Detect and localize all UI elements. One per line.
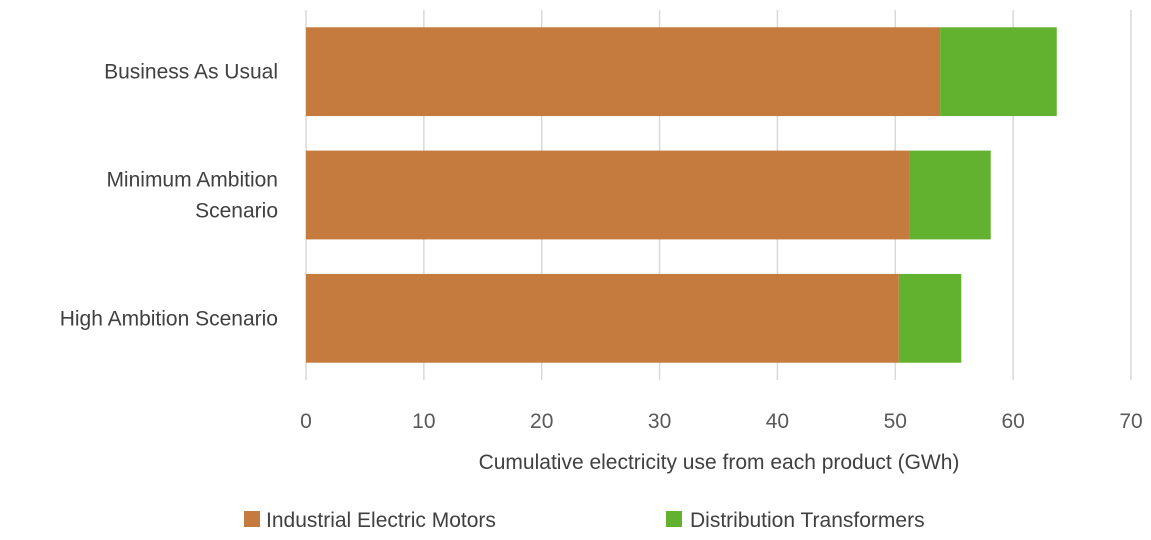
- category-label: Business As Usual: [104, 61, 278, 84]
- x-tick-labels: 0 10 20 30 40 50 60 70: [300, 410, 1143, 433]
- category-label: Minimum Ambition: [106, 169, 278, 192]
- x-tick-label: 30: [648, 410, 671, 433]
- x-tick-label: 20: [530, 410, 553, 433]
- x-tick-label: 50: [884, 410, 907, 433]
- bars: [306, 27, 1057, 363]
- bar-segment-motors: [306, 150, 910, 240]
- bar-segment-motors: [306, 27, 941, 117]
- legend-label: Industrial Electric Motors: [266, 509, 496, 532]
- x-tick-label: 10: [412, 410, 435, 433]
- bar-segment-transformers: [940, 27, 1057, 117]
- x-axis-title: Cumulative electricity use from each pro…: [479, 451, 960, 474]
- x-tick-label: 40: [766, 410, 789, 433]
- legend-label: Distribution Transformers: [690, 509, 925, 532]
- legend-swatch: [666, 511, 682, 527]
- x-tick-label: 0: [300, 410, 312, 433]
- category-labels: Business As Usual Minimum Ambition Scenari…: [60, 61, 278, 331]
- x-tick-label: 70: [1119, 410, 1142, 433]
- legend-swatch: [244, 511, 260, 527]
- bar-segment-transformers: [898, 273, 962, 363]
- legend: Industrial Electric Motors Distribution T…: [244, 509, 925, 532]
- x-tick-label: 60: [1001, 410, 1024, 433]
- bar-segment-transformers: [909, 150, 991, 240]
- category-label: High Ambition Scenario: [60, 307, 278, 330]
- category-label: Scenario: [195, 200, 278, 223]
- bar-segment-motors: [306, 273, 899, 363]
